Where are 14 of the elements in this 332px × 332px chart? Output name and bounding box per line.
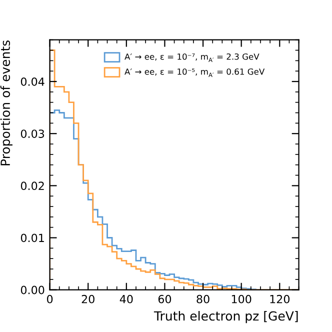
x-tick-label: 40	[120, 294, 133, 304]
x-tick-label: 60	[158, 294, 172, 304]
y-tick-label: 0.04	[20, 77, 44, 86]
y-axis-title: Proportion of events	[0, 40, 12, 166]
x-tick-label: 20	[82, 294, 94, 304]
y-tick-label: 0.03	[20, 130, 44, 138]
x-axis-title: Truth electron pz [GeV]	[154, 311, 298, 324]
x-tick-label: 80	[196, 294, 210, 304]
x-tick-label: 0	[47, 294, 53, 304]
x-tick-label: 100	[232, 294, 252, 304]
y-tick-label: 0.02	[20, 182, 44, 190]
y-tick-label: 0.00	[20, 286, 44, 294]
x-tick-label: 120	[270, 294, 290, 304]
y-tick-label: 0.01	[20, 234, 44, 242]
